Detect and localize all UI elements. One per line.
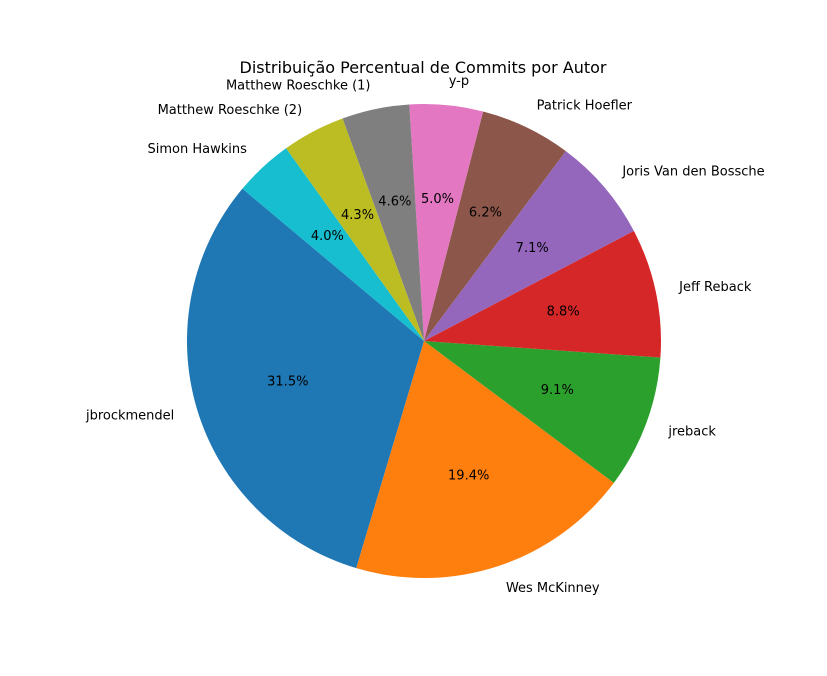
pie-slice-joris-van-den-bossche: [424, 151, 634, 341]
pie-slice-matthew-roeschke-2: [286, 118, 424, 341]
pct-label-y-p: 5.0%: [421, 192, 454, 207]
pct-label-jeff-reback: 8.8%: [547, 304, 580, 319]
pie-slice-y-p: [409, 104, 484, 342]
slice-label-patrick-hoefler: Patrick Hoefler: [537, 98, 633, 113]
slice-label-y-p: y-p: [449, 74, 469, 89]
chart-title: Distribuição Percentual de Commits por A…: [240, 58, 607, 77]
pie-labels: jbrockmendel 31.5% Wes McKinney 19.4% jrebac…: [85, 74, 765, 596]
pct-label-jreback: 9.1%: [541, 383, 574, 398]
pct-label-patrick-hoefler: 6.2%: [469, 205, 502, 220]
slice-label-wes-mckinney: Wes McKinney: [506, 581, 600, 596]
pct-label-matthew-roeschke-2: 4.3%: [341, 208, 374, 223]
slice-label-jbrockmendel: jbrockmendel: [85, 408, 174, 423]
slice-label-matthew-roeschke-2: Matthew Roeschke (2): [158, 103, 303, 118]
pct-label-joris-van-den-bossche: 7.1%: [516, 241, 549, 256]
pie-slice-simon-hawkins: [242, 148, 424, 341]
pie-slice-wes-mckinney: [356, 341, 614, 578]
slice-label-jeff-reback: Jeff Reback: [678, 280, 752, 295]
slice-label-jreback: jreback: [667, 424, 716, 439]
pct-label-wes-mckinney: 19.4%: [448, 468, 489, 483]
slice-label-joris-van-den-bossche: Joris Van den Bossche: [621, 164, 764, 179]
pie-slice-jreback: [424, 341, 661, 483]
pct-label-matthew-roeschke-1: 4.6%: [378, 194, 411, 209]
pie-slice-jbrockmendel: [186, 188, 424, 569]
pct-label-simon-hawkins: 4.0%: [311, 229, 344, 244]
pct-label-jbrockmendel: 31.5%: [267, 374, 308, 389]
slice-label-matthew-roeschke-1: Matthew Roeschke (1): [226, 78, 371, 93]
pie-slices: [186, 104, 661, 578]
slice-label-simon-hawkins: Simon Hawkins: [147, 142, 247, 157]
pie-slice-patrick-hoefler: [424, 111, 566, 341]
pie-slice-jeff-reback: [424, 230, 661, 358]
pie-slice-matthew-roeschke-1: [342, 104, 424, 341]
